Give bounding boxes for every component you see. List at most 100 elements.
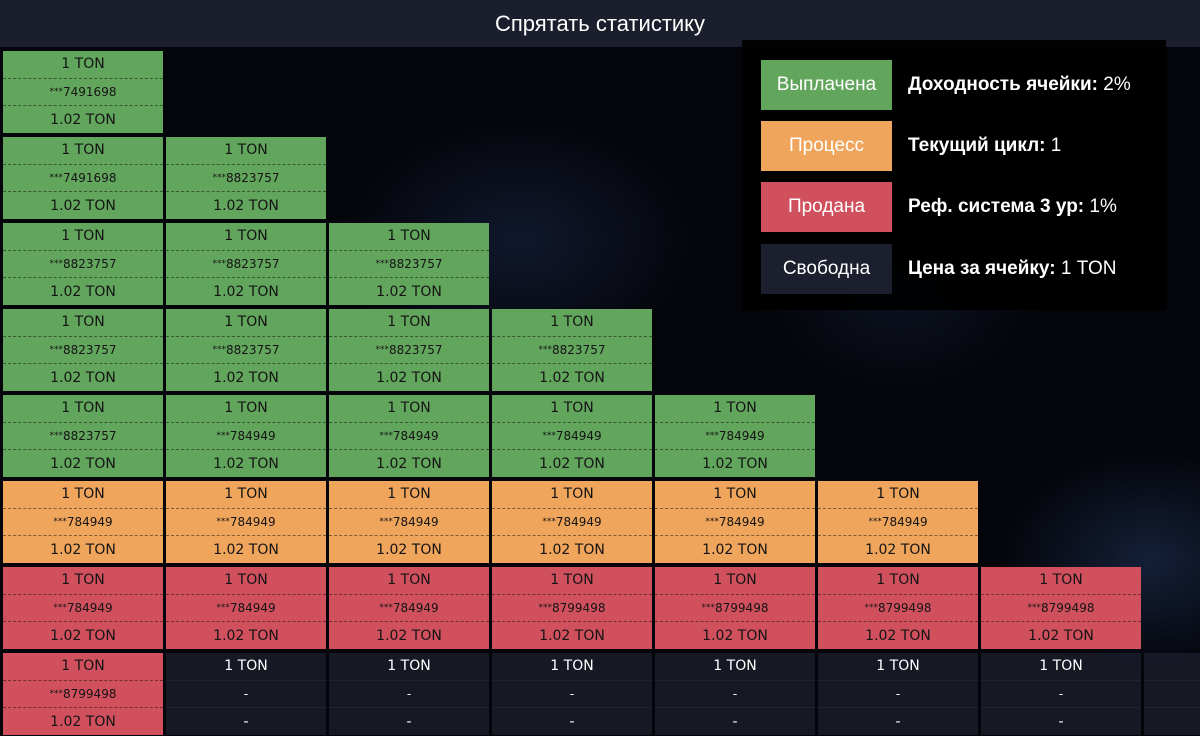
- cell-paid[interactable]: 1 TON *** 8823757 1.02 TON: [329, 223, 489, 305]
- stat-label: Цена за ячейку:: [908, 258, 1056, 279]
- cell-payout: 1.02 TON: [655, 621, 815, 649]
- cell-process[interactable]: 1 TON *** 784949 1.02 TON: [3, 481, 163, 563]
- status-badge-process: Процесс: [761, 121, 892, 171]
- cell-free[interactable]: 1 TON - -: [329, 653, 489, 735]
- cell-owner-id: 784949: [718, 515, 765, 529]
- cell-owner: *** 784949: [3, 593, 163, 622]
- legend-row-sold: Продана Реф. система 3 ур: 1%: [742, 182, 1117, 232]
- cell-process[interactable]: 1 TON *** 784949 1.02 TON: [329, 481, 489, 563]
- cell-payout: -: [818, 707, 978, 735]
- cell-process[interactable]: 1 TON *** 784949 1.02 TON: [166, 481, 326, 563]
- cell-free[interactable]: 1 TON - -: [818, 653, 978, 735]
- cell-owner-id: 8823757: [63, 343, 117, 357]
- cell-owner: *** 7491698: [3, 163, 163, 192]
- cell-paid[interactable]: 1 TON *** 8823757 1.02 TON: [492, 309, 652, 391]
- cell-payout: 1.02 TON: [818, 621, 978, 649]
- cell-price: 1 TON: [224, 400, 268, 417]
- cell-paid[interactable]: 1 TON *** 8823757 1.02 TON: [3, 309, 163, 391]
- cell-owner-id: 784949: [392, 515, 439, 529]
- cell-paid[interactable]: 1 TON *** 784949 1.02 TON: [655, 395, 815, 477]
- cell-owner-id: 784949: [229, 601, 276, 615]
- statistics-panel: Выплачена Доходность ячейки: 2% Процесс …: [742, 40, 1166, 310]
- cell-payout: 1.02 TON: [329, 535, 489, 563]
- cell-paid[interactable]: 1 TON *** 7491698 1.02 TON: [3, 137, 163, 219]
- cell-owner-id: 8799498: [63, 687, 117, 701]
- cell-owner-id: 7491698: [63, 171, 117, 185]
- cell-free[interactable]: 1 TON - -: [655, 653, 815, 735]
- cell-sold[interactable]: 1 TON *** 8799498 1.02 TON: [492, 567, 652, 649]
- cell-price: 1 TON: [224, 486, 268, 503]
- cell-payout: 1.02 TON: [655, 449, 815, 477]
- cell-paid[interactable]: 1 TON *** 8823757 1.02 TON: [166, 223, 326, 305]
- cell-free[interactable]: [1144, 653, 1200, 735]
- cell-owner: *** 784949: [329, 507, 489, 536]
- cell-paid[interactable]: 1 TON *** 784949 1.02 TON: [166, 395, 326, 477]
- cell-paid[interactable]: 1 TON *** 8823757 1.02 TON: [3, 223, 163, 305]
- cell-price: 1 TON: [224, 142, 268, 159]
- cell-owner-id: -: [243, 687, 249, 701]
- cell-payout: 1.02 TON: [3, 277, 163, 305]
- cell-price: 1 TON: [713, 400, 757, 417]
- cell-free[interactable]: 1 TON - -: [981, 653, 1141, 735]
- cell-price: 1 TON: [713, 486, 757, 503]
- cell-payout: 1.02 TON: [492, 363, 652, 391]
- cell-paid[interactable]: 1 TON *** 8823757 1.02 TON: [166, 137, 326, 219]
- cell-payout: 1.02 TON: [492, 449, 652, 477]
- cell-payout: -: [166, 707, 326, 735]
- cell-free[interactable]: 1 TON - -: [166, 653, 326, 735]
- cell-owner: *** 8823757: [329, 249, 489, 278]
- stat-referral-system: Реф. система 3 ур: 1%: [908, 196, 1117, 218]
- cell-owner-id: 784949: [392, 601, 439, 615]
- cell-payout: 1.02 TON: [492, 621, 652, 649]
- cell-payout: 1.02 TON: [3, 535, 163, 563]
- cell-price: 1 TON: [876, 486, 920, 503]
- cell-price: 1 TON: [61, 228, 105, 245]
- cell-sold[interactable]: 1 TON *** 8799498 1.02 TON: [981, 567, 1141, 649]
- cell-paid[interactable]: 1 TON *** 8823757 1.02 TON: [166, 309, 326, 391]
- cell-process[interactable]: 1 TON *** 784949 1.02 TON: [818, 481, 978, 563]
- cell-sold[interactable]: 1 TON *** 784949 1.02 TON: [329, 567, 489, 649]
- cell-owner: *** 784949: [492, 507, 652, 536]
- status-badge-sold: Продана: [761, 182, 892, 232]
- cell-payout: 1.02 TON: [3, 363, 163, 391]
- stat-label: Доходность ячейки:: [908, 74, 1098, 95]
- cell-sold[interactable]: 1 TON *** 784949 1.02 TON: [3, 567, 163, 649]
- cell-price: [1144, 653, 1200, 680]
- cell-price: 1 TON: [550, 400, 594, 417]
- cell-sold[interactable]: 1 TON *** 8799498 1.02 TON: [818, 567, 978, 649]
- stat-label: Реф. система 3 ур:: [908, 196, 1085, 217]
- cell-paid[interactable]: 1 TON *** 8823757 1.02 TON: [3, 395, 163, 477]
- cell-owner-id: 784949: [66, 601, 113, 615]
- cell-paid[interactable]: 1 TON *** 784949 1.02 TON: [492, 395, 652, 477]
- cell-owner-id: 784949: [718, 429, 765, 443]
- cell-owner: *** 784949: [655, 421, 815, 450]
- hide-statistics-button[interactable]: Спрятать статистику: [494, 10, 706, 36]
- cell-paid[interactable]: 1 TON *** 8823757 1.02 TON: [329, 309, 489, 391]
- cell-owner-id: 784949: [555, 429, 602, 443]
- cell-payout: -: [492, 707, 652, 735]
- cell-owner: -: [166, 679, 326, 708]
- cell-process[interactable]: 1 TON *** 784949 1.02 TON: [655, 481, 815, 563]
- cell-free[interactable]: 1 TON - -: [492, 653, 652, 735]
- cell-price: 1 TON: [61, 658, 105, 675]
- cell-price: 1 TON: [61, 400, 105, 417]
- cell-owner: *** 784949: [655, 507, 815, 536]
- cell-owner-id: 8823757: [389, 343, 443, 357]
- cell-process[interactable]: 1 TON *** 784949 1.02 TON: [492, 481, 652, 563]
- cell-owner: -: [818, 679, 978, 708]
- cell-sold[interactable]: 1 TON *** 784949 1.02 TON: [166, 567, 326, 649]
- cell-owner-id: 8823757: [63, 257, 117, 271]
- cell-payout: 1.02 TON: [329, 363, 489, 391]
- cell-owner: *** 8799498: [492, 593, 652, 622]
- stat-value: 1 TON: [1060, 258, 1117, 279]
- cell-price: 1 TON: [387, 572, 431, 589]
- stat-cell-price: Цена за ячейку: 1 TON: [908, 258, 1116, 280]
- cell-paid[interactable]: 1 TON *** 7491698 1.02 TON: [3, 51, 163, 133]
- cell-price: 1 TON: [387, 314, 431, 331]
- cell-sold[interactable]: 1 TON *** 8799498 1.02 TON: [3, 653, 163, 735]
- top-bar: Спрятать статистику: [0, 0, 1200, 47]
- cell-paid[interactable]: 1 TON *** 784949 1.02 TON: [329, 395, 489, 477]
- cell-owner-id: 8799498: [715, 601, 769, 615]
- cell-price: 1 TON: [876, 658, 920, 675]
- cell-sold[interactable]: 1 TON *** 8799498 1.02 TON: [655, 567, 815, 649]
